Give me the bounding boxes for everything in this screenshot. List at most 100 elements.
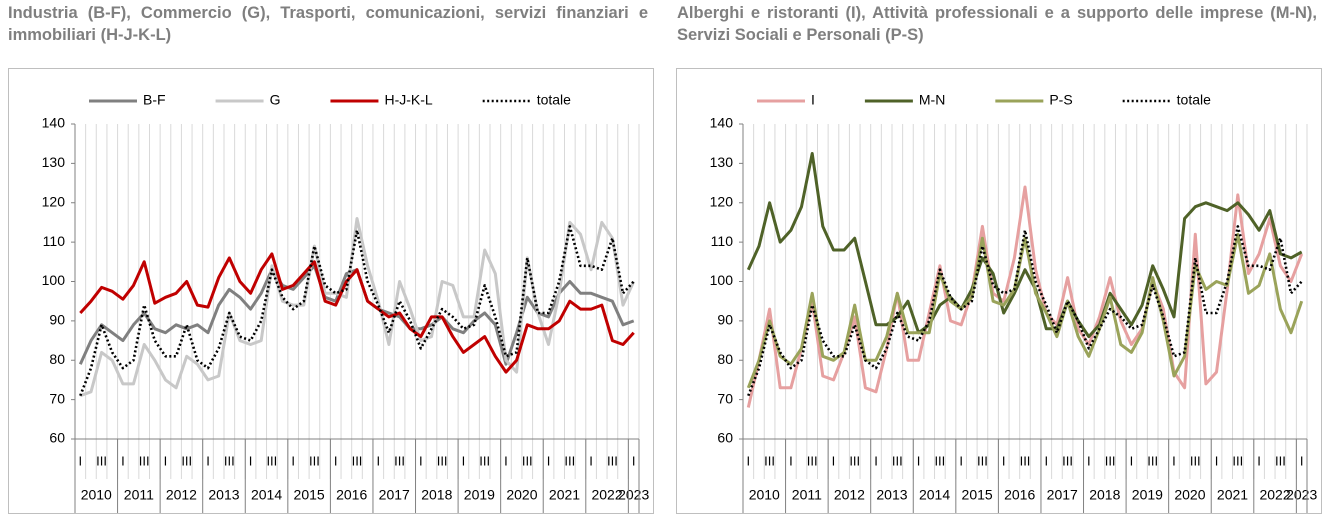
- x-tick-label: III: [564, 453, 575, 468]
- year-label: 2012: [834, 487, 865, 503]
- year-label: 2022: [591, 487, 622, 503]
- x-tick-label: I: [589, 453, 593, 468]
- x-tick-label: I: [1130, 453, 1134, 468]
- x-tick-label: III: [849, 453, 860, 468]
- chart-title: Industria (B-F), Commercio (G), Trasport…: [8, 4, 648, 44]
- legend-label: H-J-K-L: [384, 92, 432, 108]
- x-tick-label: I: [1002, 453, 1006, 468]
- x-tick-label: III: [1020, 453, 1031, 468]
- y-tick-label: 120: [710, 193, 734, 209]
- x-tick-label: I: [121, 453, 125, 468]
- year-label: 2019: [464, 487, 495, 503]
- legend-label: M-N: [919, 92, 945, 108]
- x-tick-label: I: [917, 453, 921, 468]
- y-tick-label: 100: [42, 272, 66, 288]
- year-label: 2020: [506, 487, 537, 503]
- x-tick-label: I: [747, 453, 751, 468]
- series-line: [746, 152, 1303, 339]
- year-label: 2021: [1217, 487, 1248, 503]
- x-tick-label: III: [309, 453, 320, 468]
- year-label: 2014: [919, 487, 950, 503]
- legend-label: G: [270, 92, 281, 108]
- x-tick-label: I: [1257, 453, 1261, 468]
- legend-label: P-S: [1049, 92, 1072, 108]
- x-tick-label: I: [164, 453, 168, 468]
- x-tick-label: III: [96, 453, 107, 468]
- y-tick-label: 120: [42, 193, 66, 209]
- x-tick-label: I: [1087, 453, 1091, 468]
- x-tick-label: I: [249, 453, 253, 468]
- y-tick-label: 90: [49, 312, 65, 328]
- x-tick-label: III: [1062, 453, 1073, 468]
- y-tick-label: 60: [49, 430, 65, 446]
- x-tick-label: III: [607, 453, 618, 468]
- year-label: 2023: [1286, 487, 1317, 503]
- year-label: 2010: [749, 487, 780, 503]
- x-tick-label: III: [1147, 453, 1158, 468]
- x-tick-label: I: [832, 453, 836, 468]
- y-tick-label: 110: [43, 233, 66, 249]
- year-label: 2011: [124, 487, 154, 503]
- year-label: 2019: [1132, 487, 1163, 503]
- y-tick-label: 140: [42, 115, 66, 131]
- year-label: 2016: [1004, 487, 1035, 503]
- x-tick-label: III: [892, 453, 903, 468]
- y-tick-label: 110: [711, 233, 734, 249]
- x-tick-label: III: [139, 453, 150, 468]
- y-tick-label: 100: [710, 272, 734, 288]
- x-tick-label: I: [547, 453, 551, 468]
- y-tick-label: 140: [710, 115, 734, 131]
- series-line: [79, 252, 635, 374]
- year-label: 2023: [618, 487, 649, 503]
- y-tick-label: 130: [710, 154, 734, 170]
- x-tick-label: I: [1172, 453, 1176, 468]
- year-label: 2018: [1089, 487, 1120, 503]
- x-tick-label: III: [522, 453, 533, 468]
- x-tick-label: III: [224, 453, 235, 468]
- x-tick-label: III: [1105, 453, 1116, 468]
- year-label: 2015: [294, 487, 325, 503]
- year-label: 2013: [876, 487, 907, 503]
- x-tick-label: I: [1300, 453, 1304, 468]
- year-label: 2018: [421, 487, 452, 503]
- x-tick-label: III: [181, 453, 192, 468]
- series-line: [746, 185, 1304, 408]
- y-tick-label: 60: [717, 430, 733, 446]
- x-tick-label: I: [1215, 453, 1219, 468]
- legend-label: I: [811, 92, 815, 108]
- series-line: [747, 225, 1303, 397]
- series-line: [746, 232, 1304, 389]
- x-tick-label: III: [1275, 453, 1286, 468]
- y-tick-label: 80: [49, 351, 65, 367]
- year-label: 2017: [379, 487, 410, 503]
- year-label: 2016: [336, 487, 367, 503]
- legend-label: totale: [1177, 92, 1211, 108]
- x-tick-label: III: [437, 453, 448, 468]
- year-label: 2012: [166, 487, 197, 503]
- year-label: 2021: [549, 487, 580, 503]
- x-tick-label: III: [1190, 453, 1201, 468]
- year-label: 2013: [208, 487, 239, 503]
- x-tick-label: I: [334, 453, 338, 468]
- x-tick-label: III: [479, 453, 490, 468]
- x-tick-label: I: [206, 453, 210, 468]
- y-tick-label: 80: [717, 351, 733, 367]
- x-tick-label: I: [789, 453, 793, 468]
- x-tick-label: I: [1044, 453, 1048, 468]
- x-tick-label: I: [504, 453, 508, 468]
- x-tick-label: I: [874, 453, 878, 468]
- x-tick-label: III: [977, 453, 988, 468]
- y-tick-label: 70: [49, 390, 65, 406]
- legend-label: totale: [537, 92, 571, 108]
- series-line: [79, 217, 636, 398]
- year-label: 2015: [962, 487, 993, 503]
- x-tick-label: I: [376, 453, 380, 468]
- x-tick-label: I: [959, 453, 963, 468]
- x-tick-label: III: [807, 453, 818, 468]
- x-tick-label: III: [352, 453, 363, 468]
- series-line: [78, 264, 635, 366]
- legend-label: B-F: [143, 92, 166, 108]
- x-tick-label: III: [394, 453, 405, 468]
